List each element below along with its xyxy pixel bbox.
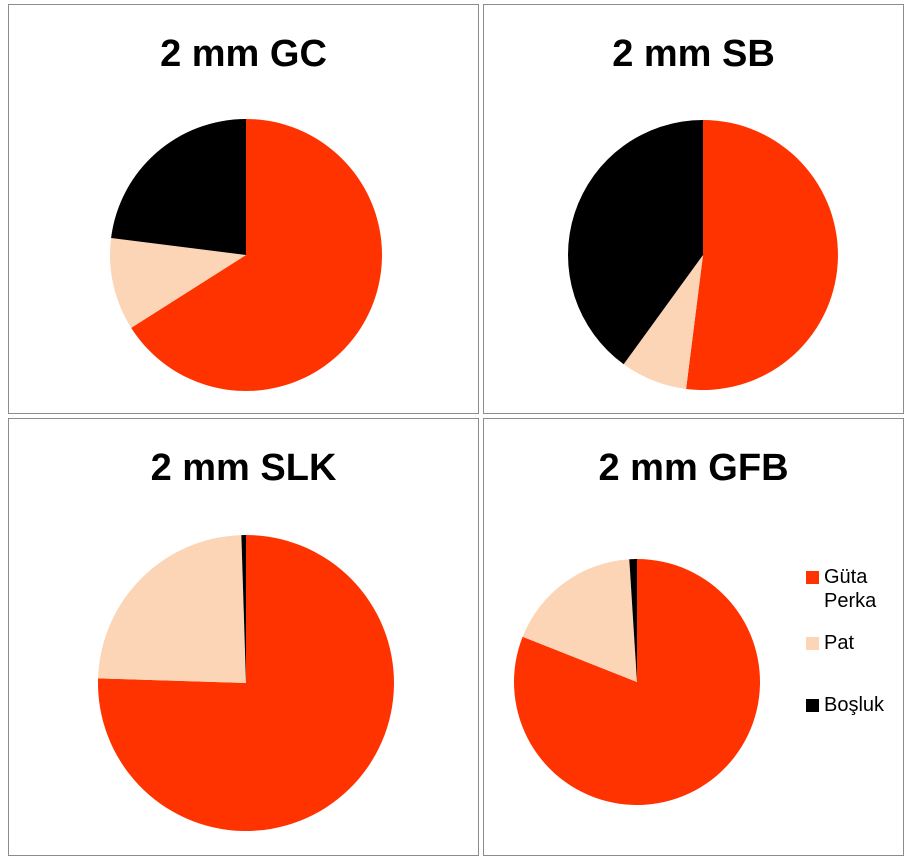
- slice-guta-perka: [97, 535, 394, 831]
- slice-bosluk: [629, 559, 637, 682]
- legend-label: Güta: [824, 566, 868, 588]
- slice-guta-perka: [514, 559, 761, 806]
- legend-swatch: [806, 637, 819, 650]
- chart-legend: Güta Perka Pat Boşluk: [806, 565, 901, 716]
- slice-guta-perka: [131, 119, 383, 391]
- slice-guta-perka: [686, 120, 838, 390]
- pie-chart-slk: [97, 535, 394, 831]
- pie-chart-gc: [109, 118, 383, 391]
- slice-pat: [109, 237, 246, 328]
- chart-panel-gc: 2 mm GC: [8, 4, 479, 414]
- slice-bosluk: [111, 118, 246, 255]
- chart-title: 2 mm GC: [160, 33, 327, 75]
- chart-panel-slk: 2 mm SLK: [8, 418, 479, 856]
- slice-bosluk: [567, 120, 703, 365]
- legend-label: Boşluk: [824, 694, 885, 716]
- chart-title: 2 mm SB: [612, 33, 775, 75]
- pie-chart-sb: [567, 120, 838, 390]
- chart-panel-gfb: 2 mm GFB Güta Perka Pat Boşluk: [483, 418, 904, 856]
- slice-pat: [522, 559, 637, 682]
- pie-chart-gfb: [514, 559, 761, 806]
- slice-pat: [98, 535, 246, 683]
- chart-title: 2 mm GFB: [598, 447, 789, 489]
- legend-swatch: [806, 699, 819, 712]
- slice-bosluk: [241, 535, 246, 683]
- slice-pat: [623, 255, 703, 389]
- chart-title: 2 mm SLK: [150, 447, 337, 489]
- legend-swatch: [806, 571, 819, 584]
- chart-panel-sb: 2 mm SB: [483, 4, 904, 414]
- legend-label-line2: Perka: [824, 590, 877, 612]
- legend-label: Pat: [824, 632, 855, 654]
